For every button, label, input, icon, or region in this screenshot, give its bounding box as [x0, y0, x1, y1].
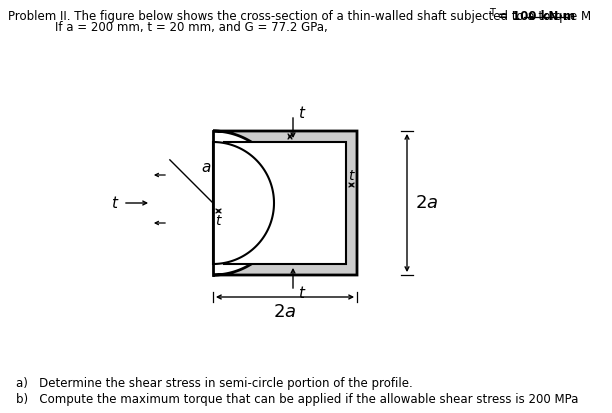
Text: = 100 kN·m: = 100 kN·m — [494, 10, 575, 23]
Text: T: T — [489, 9, 495, 19]
Bar — [224, 142, 346, 264]
Text: b)   Compute the maximum torque that can be applied if the allowable shear stres: b) Compute the maximum torque that can b… — [16, 392, 578, 406]
Text: $2a$: $2a$ — [274, 303, 297, 321]
Polygon shape — [213, 131, 357, 275]
Text: a)   Determine the shear stress in semi-circle portion of the profile.: a) Determine the shear stress in semi-ci… — [16, 377, 412, 389]
Text: $2a$: $2a$ — [415, 194, 438, 212]
Polygon shape — [213, 142, 274, 264]
Text: $t$: $t$ — [298, 105, 307, 121]
Text: If a = 200 mm, t = 20 mm, and G = 77.2 GPa,: If a = 200 mm, t = 20 mm, and G = 77.2 G… — [55, 21, 328, 34]
Text: $t$: $t$ — [298, 285, 307, 301]
Text: $a$: $a$ — [201, 161, 211, 175]
Text: $t$: $t$ — [348, 169, 356, 183]
Text: $t$: $t$ — [215, 214, 222, 228]
Text: Problem II. The figure below shows the cross-section of a thin-walled shaft subj: Problem II. The figure below shows the c… — [8, 10, 591, 23]
Text: $t$: $t$ — [111, 195, 119, 211]
